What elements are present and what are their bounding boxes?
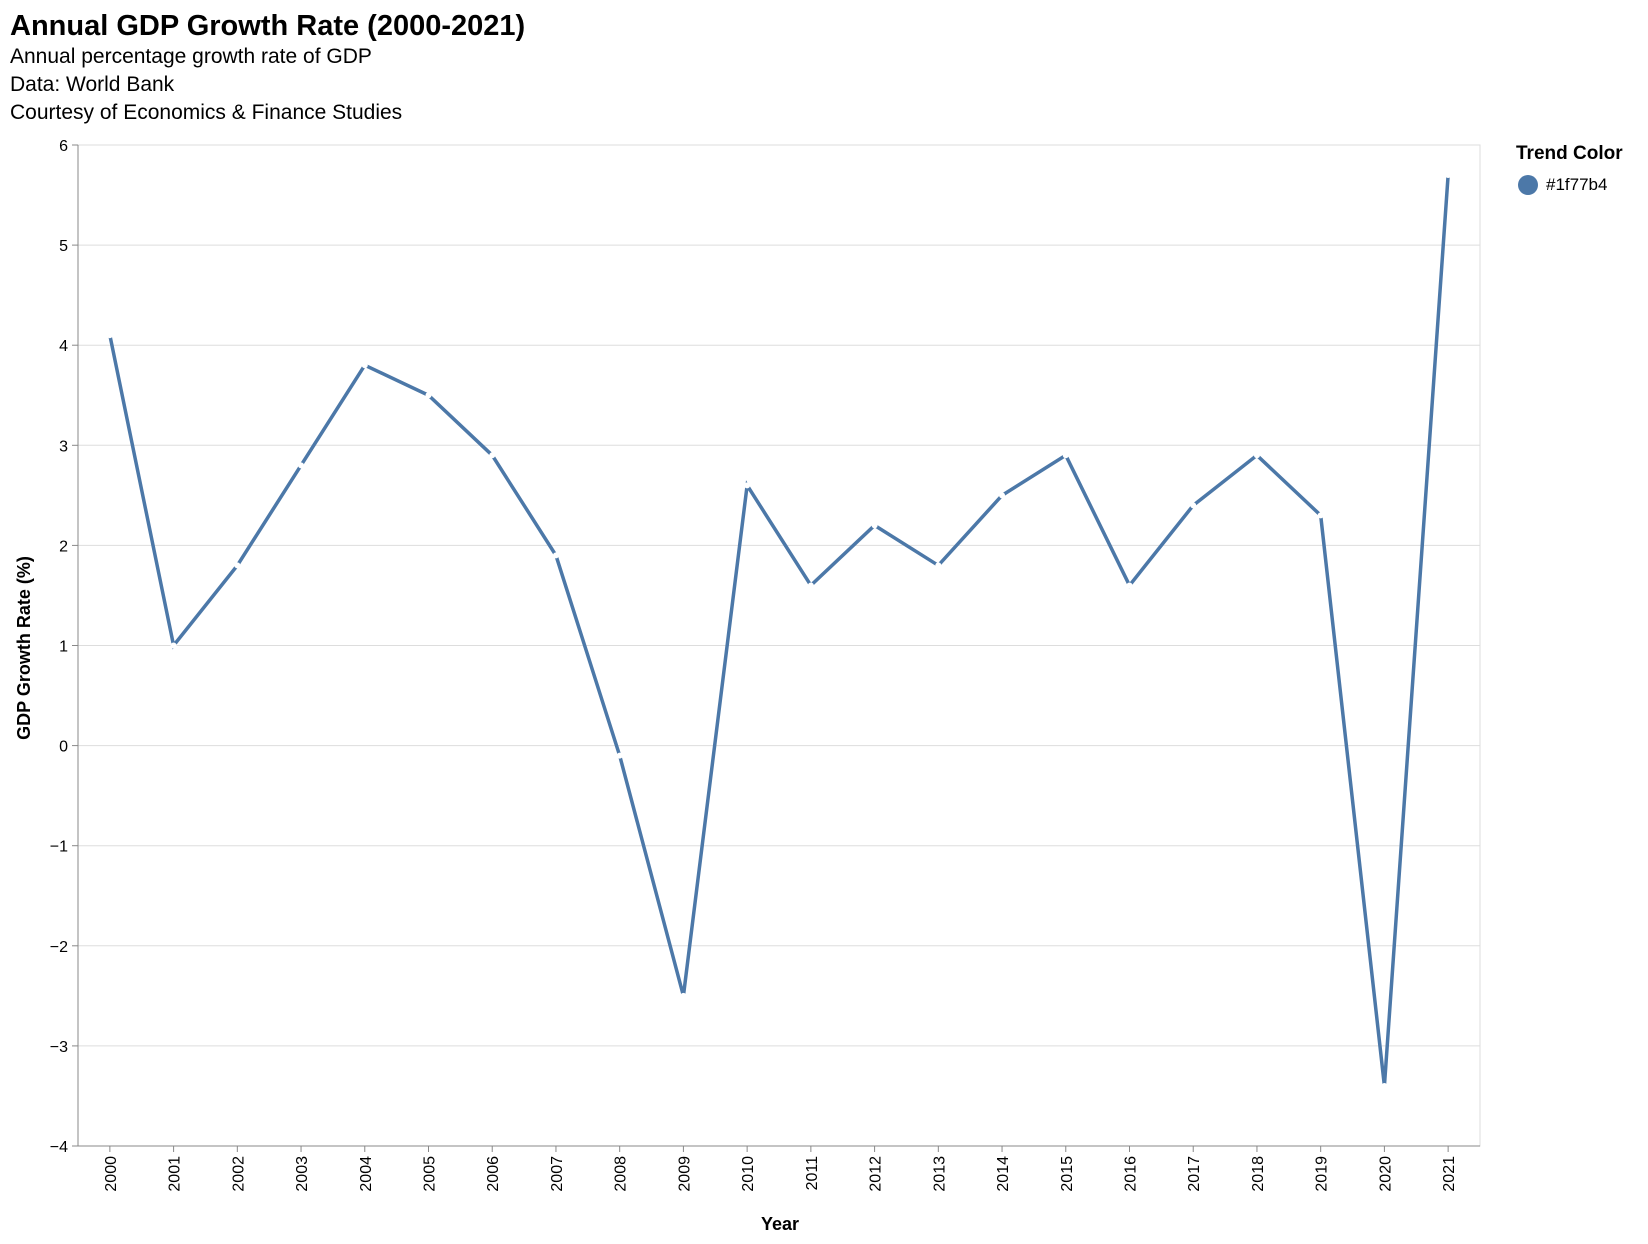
y-axis: −4 −3 −2 −1 0 1 2 3 4 5 6 [50,138,79,1156]
data-point [106,332,113,339]
chart-title: Annual GDP Growth Rate (2000-2021) [10,10,526,42]
y-tick-label: 6 [59,138,68,155]
data-point [1253,452,1260,459]
x-tick-label: 2019 [1314,1156,1331,1192]
legend: Trend Color #1f77b4 [1516,143,1623,195]
x-tick-label: 2008 [613,1156,630,1192]
x-axis: 2000 2001 2002 2003 2004 2005 2006 2007 2008 2009… [78,1145,1480,1192]
x-tick-label: 2005 [422,1156,439,1192]
x-tick-label: 2021 [1441,1156,1458,1192]
x-tick-label: 2020 [1377,1156,1394,1192]
data-point [1317,512,1324,519]
y-tick-label: −2 [50,939,68,956]
y-tick-label: 3 [59,438,68,455]
legend-label: #1f77b4 [1546,175,1608,194]
legend-title: Trend Color [1516,143,1623,164]
data-point [361,362,368,369]
data-point [489,452,496,459]
y-tick-label: 5 [59,238,68,255]
x-tick-label: 2003 [294,1156,311,1192]
x-tick-label: 2015 [1059,1156,1076,1192]
gridlines [77,144,1481,1147]
data-point [999,492,1006,499]
x-tick-label: 2006 [485,1156,502,1192]
legend-item: #1f77b4 [1516,175,1623,195]
y-tick-label: −4 [50,1139,68,1156]
x-tick-label: 2012 [868,1156,885,1192]
x-tick-label: 2009 [676,1156,693,1192]
data-point [680,992,687,999]
data-point [1381,1082,1388,1089]
x-tick-label: 2011 [804,1156,821,1191]
series-layer [106,172,1452,1089]
data-point [1126,582,1133,589]
data-point [616,752,623,759]
x-tick-label: 2014 [995,1156,1012,1192]
y-tick-label: 1 [59,639,68,656]
x-axis-title: Year [761,1214,799,1234]
legend-swatch [1518,175,1538,195]
chart-subtitle-line-2: Data: World Bank [10,73,175,96]
data-point [552,552,559,559]
data-point [744,482,751,489]
x-tick-label: 2016 [1123,1156,1140,1192]
x-tick-label: 2013 [931,1156,948,1192]
x-tick-label: 2001 [167,1156,184,1192]
x-tick-label: 2018 [1250,1156,1267,1192]
x-tick-label: 2004 [358,1156,375,1192]
x-tick-label: 2017 [1186,1156,1203,1192]
y-tick-label: −3 [50,1039,68,1056]
chart-subtitle-line-1: Annual percentage growth rate of GDP [10,45,372,68]
data-point [807,582,814,589]
y-tick-label: 4 [59,338,68,355]
data-point [1445,172,1452,179]
y-tick-label: 2 [59,538,68,555]
data-point [170,642,177,649]
data-point [1190,502,1197,509]
series-line [108,174,1450,1087]
data-point [871,522,878,529]
y-tick-label: 0 [59,739,68,756]
y-tick-label: −1 [50,839,68,856]
data-point [298,462,305,469]
x-tick-label: 2000 [103,1156,120,1192]
y-axis-title: GDP Growth Rate (%) [14,556,34,740]
x-tick-label: 2002 [230,1156,247,1192]
data-point [1062,452,1069,459]
x-tick-label: 2007 [549,1156,566,1192]
data-point [234,562,241,569]
chart-subtitle-line-3: Courtesy of Economics & Finance Studies [10,101,403,124]
data-point [935,562,942,569]
data-point [425,392,432,399]
x-tick-label: 2010 [740,1156,757,1192]
